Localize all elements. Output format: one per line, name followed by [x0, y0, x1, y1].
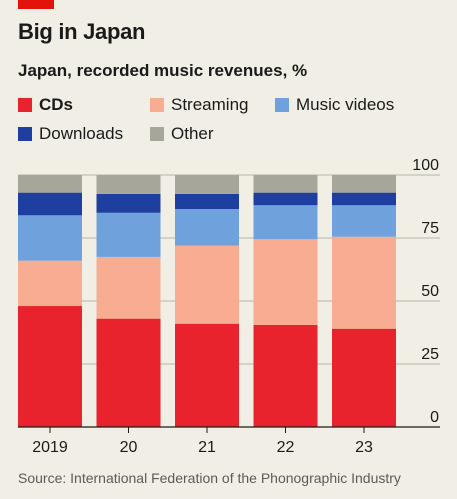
- bar-segment-music-videos-22: [253, 205, 318, 240]
- legend-item-streaming: Streaming: [150, 95, 248, 115]
- y-tick-label-0: 0: [430, 409, 439, 426]
- y-tick-label-25: 25: [421, 346, 439, 363]
- legend-item-cds: CDs: [18, 95, 73, 115]
- bar-segment-other-23: [332, 175, 396, 193]
- source-note: Source: International Federation of the …: [18, 470, 401, 486]
- bar-segment-other-22: [253, 175, 318, 193]
- y-tick-label-50: 50: [421, 283, 439, 300]
- bar-segment-downloads-2019: [18, 192, 82, 216]
- bar-segment-streaming-22: [253, 239, 318, 325]
- bar-segment-other-20: [96, 175, 161, 194]
- bar-segment-downloads-21: [175, 193, 239, 210]
- legend-item-downloads: Downloads: [18, 124, 123, 144]
- bar-segment-streaming-21: [175, 245, 239, 324]
- bar-segment-streaming-2019: [18, 260, 82, 307]
- legend-item-music-videos: Music videos: [275, 95, 394, 115]
- y-tick-label-100: 100: [412, 157, 439, 174]
- bar-segment-downloads-20: [96, 193, 161, 213]
- x-tick-label-23: 23: [355, 439, 373, 456]
- bar-segment-streaming-20: [96, 256, 161, 319]
- bar-segment-cds-23: [332, 328, 396, 427]
- legend-swatch-cds: [18, 98, 32, 112]
- chart-title: Big in Japan: [18, 19, 146, 44]
- bar-segment-music-videos-21: [175, 209, 239, 246]
- x-tick-label-22: 22: [277, 439, 295, 456]
- bar-segment-cds-22: [253, 324, 318, 427]
- legend-swatch-music-videos: [275, 98, 289, 112]
- brand-red-tab: [18, 0, 54, 9]
- legend-item-other: Other: [150, 124, 214, 144]
- x-tick-label-2019: 2019: [32, 439, 68, 456]
- bar-segment-cds-21: [175, 323, 239, 427]
- bar-segment-music-videos-2019: [18, 215, 82, 261]
- legend-swatch-other: [150, 127, 164, 141]
- legend-label-other: Other: [171, 124, 214, 143]
- bar-segment-cds-20: [96, 318, 161, 427]
- legend-swatch-downloads: [18, 127, 32, 141]
- legend-label-downloads: Downloads: [39, 124, 124, 143]
- bar-segment-other-21: [175, 175, 239, 194]
- x-tick-label-20: 20: [120, 439, 138, 456]
- bar-segment-cds-2019: [18, 306, 82, 427]
- bar-segment-streaming-23: [332, 236, 396, 329]
- bar-segment-other-2019: [18, 175, 82, 193]
- bar-segment-downloads-22: [253, 192, 318, 206]
- bar-segment-music-videos-20: [96, 212, 161, 257]
- legend-label-music-videos: Music videos: [296, 95, 395, 114]
- y-tick-label-75: 75: [421, 220, 439, 237]
- legend-swatch-streaming: [150, 98, 164, 112]
- legend-label-cds: CDs: [39, 95, 74, 114]
- x-tick-label-21: 21: [198, 439, 216, 456]
- bar-segment-music-videos-23: [332, 205, 396, 237]
- stacked-bar-chart: 2019 20 21 22 23 0 25 50 75 100: [18, 157, 440, 456]
- bar-segment-downloads-23: [332, 192, 396, 206]
- legend-label-streaming: Streaming: [171, 95, 249, 114]
- chart-subtitle: Japan, recorded music revenues, %: [18, 61, 308, 80]
